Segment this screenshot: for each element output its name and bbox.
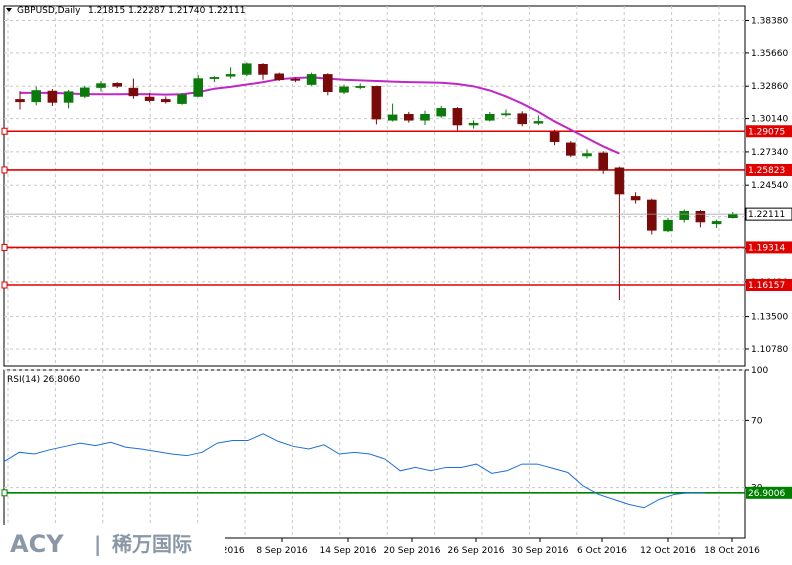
candle-body: [112, 83, 122, 87]
candle-body: [339, 86, 349, 93]
candle-body: [533, 121, 544, 124]
level-tag: [746, 241, 792, 254]
candle-body: [96, 83, 106, 88]
candle-body: [484, 113, 495, 121]
candle-body: [322, 74, 333, 92]
candle-body: [663, 219, 673, 232]
watermark-cn-text: 稀万国际: [112, 532, 192, 556]
rsi-indicator-label: RSI(14) 26.8060: [7, 375, 80, 385]
x-tick-label: 12 Oct 2016: [640, 546, 696, 556]
x-tick-label: 30 Sep 2016: [511, 546, 568, 556]
y-tick-label-main: 1.32860: [751, 82, 788, 92]
candle-body: [306, 74, 317, 85]
candle-body: [258, 64, 268, 75]
level-tag-label: 1.16157: [748, 281, 785, 291]
candle-body: [63, 91, 74, 103]
candle-body: [274, 73, 285, 81]
level-tag-label: 1.29075: [748, 127, 785, 137]
candle-body: [290, 78, 301, 81]
y-tick-label-main: 1.38380: [751, 17, 788, 27]
candle-body: [598, 152, 609, 171]
candle-body: [403, 113, 414, 121]
y-tick-label-main: 1.10780: [751, 345, 788, 355]
x-tick-label: 20 Sep 2016: [383, 546, 440, 556]
candle-body: [517, 113, 528, 125]
y-tick-label-rsi: 70: [751, 416, 763, 426]
candle-body: [371, 86, 382, 120]
level-marker: [1, 243, 8, 251]
level-tag: [746, 163, 792, 176]
candle-body: [468, 122, 479, 126]
level-tag-label: 1.19314: [748, 243, 785, 253]
watermark-brand: ACY: [10, 530, 64, 558]
y-tick-label-main: 1.27340: [751, 148, 788, 158]
candle-body: [695, 210, 706, 223]
candle-body: [727, 213, 738, 219]
candle-body: [436, 108, 447, 117]
candle-body: [501, 113, 511, 116]
rsi-line: [3, 433, 706, 509]
candle-body: [242, 63, 252, 75]
rsi-level-marker: [1, 489, 8, 497]
candle-body: [193, 78, 203, 97]
level-marker: [1, 166, 8, 174]
x-tick-label: 18 Oct 2016: [704, 546, 760, 556]
candle-body: [225, 74, 236, 77]
ohlc-label: 1.21815 1.22287 1.21740 1.22111: [88, 6, 245, 16]
y-tick-label-rsi: 100: [751, 366, 768, 376]
level-tag-label: 1.25823: [748, 166, 785, 176]
candle-body: [565, 142, 576, 156]
level-tag: [746, 278, 792, 291]
moving-average-line: [20, 76, 620, 155]
candle-body: [452, 108, 463, 126]
rsi-level-label: 26.9006: [748, 489, 785, 499]
candle-body: [711, 221, 722, 225]
candle-body: [355, 86, 366, 88]
current-price-label: 1.22111: [748, 210, 785, 220]
candle-body: [31, 90, 42, 103]
level-tag: [746, 125, 792, 138]
y-tick-label-main: 1.13500: [751, 313, 788, 323]
y-tick-label-main: 1.35660: [751, 49, 788, 59]
candle-body: [420, 113, 430, 121]
rsi-plot-frame: [3, 369, 746, 539]
candle-body: [144, 96, 155, 101]
dropdown-arrow-icon: [6, 8, 12, 12]
candle-body: [15, 99, 25, 103]
watermark-bg: [0, 525, 225, 565]
candle-body: [161, 99, 171, 103]
candle-body: [177, 94, 187, 104]
symbol-label: GBPUSD,Daily: [17, 6, 81, 16]
level-marker: [1, 127, 8, 135]
candle-body: [679, 210, 690, 220]
rsi-level-tag: [746, 486, 792, 499]
current-price-tag: [745, 207, 792, 221]
x-tick-label: 6 Oct 2016: [577, 546, 627, 556]
level-marker: [1, 281, 8, 289]
x-tick-label: 26 Sep 2016: [447, 546, 504, 556]
y-tick-label-main: 1.30140: [751, 115, 788, 125]
candle-body: [582, 153, 592, 157]
y-tick-label-main: 1.24540: [751, 181, 788, 191]
watermark-separator: |: [94, 532, 101, 556]
candle-body: [549, 131, 560, 142]
candle-body: [209, 77, 220, 79]
x-tick-label: 14 Sep 2016: [319, 546, 376, 556]
candle-body: [128, 87, 139, 97]
candle-body: [387, 114, 398, 121]
candle-body: [630, 196, 641, 201]
candle-body: [614, 167, 625, 195]
main-plot-frame: [3, 5, 746, 367]
candle-body: [47, 90, 58, 103]
candle-body: [80, 87, 90, 97]
candle-body: [646, 199, 657, 231]
x-tick-label: 8 Sep 2016: [256, 546, 308, 556]
